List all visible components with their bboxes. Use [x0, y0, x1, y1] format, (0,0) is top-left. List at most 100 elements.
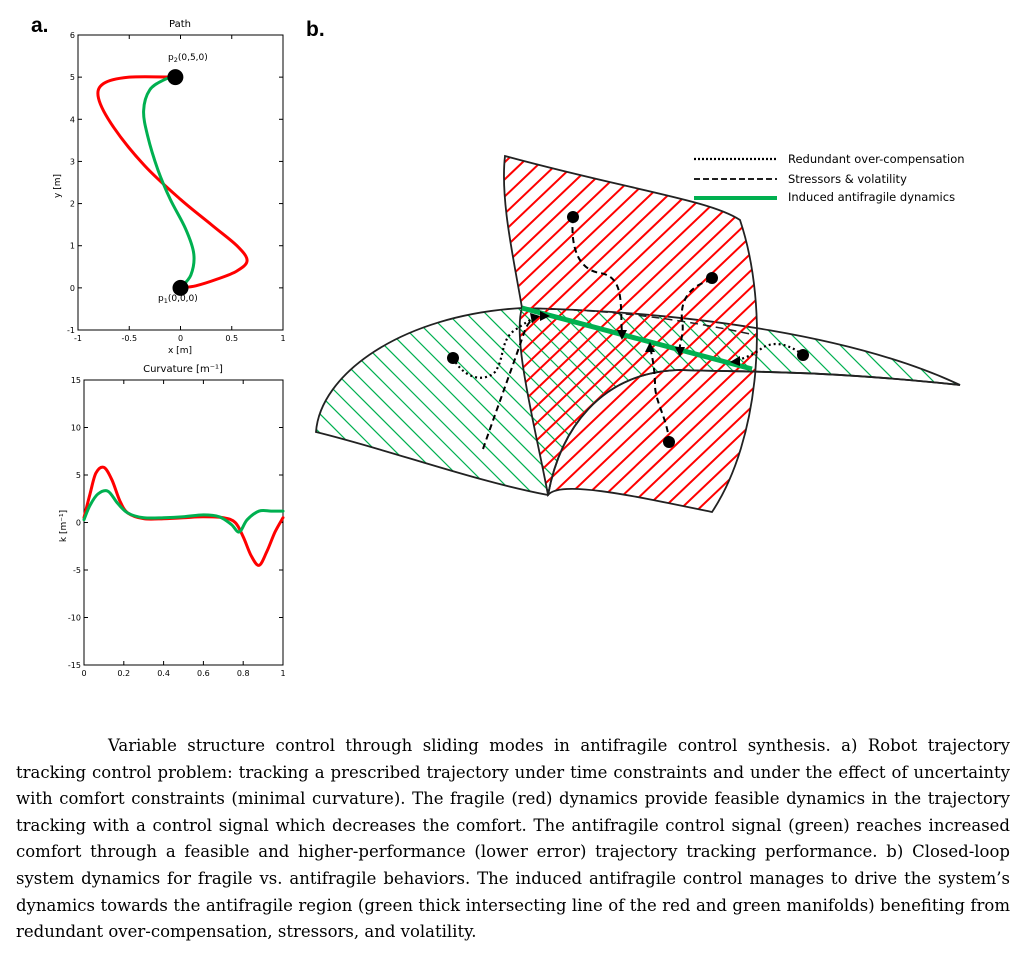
manifold-back-edge [521, 307, 756, 336]
path-x-tick-label: 0 [178, 334, 183, 343]
curvature-y-tick-label: 15 [71, 376, 81, 385]
state-point [706, 272, 718, 284]
curvature-x-tick-label: 1 [280, 669, 285, 678]
hatch-line [503, 156, 529, 512]
legend-label-overcompensation: Redundant over-compensation [788, 152, 965, 166]
path-series-line-red [96, 75, 249, 290]
hatch-line [316, 308, 465, 495]
green-manifold-front-edge [547, 369, 961, 496]
stressor-arrowhead-1 [617, 330, 627, 340]
antifragile-intersection-line [521, 305, 753, 372]
hatch-line [316, 308, 427, 495]
hatch-line [412, 308, 674, 495]
hatch-line [906, 308, 960, 495]
curvature-y-tick-label: 10 [71, 424, 81, 433]
curvature-chart: Curvature [m⁻¹] 0 0.2 0.4 0.6 0.8 1 -15 -10 -5 0 5… [59, 364, 286, 680]
hatch-line [503, 156, 745, 512]
hatch-line [659, 308, 921, 495]
hatch-line [811, 308, 960, 495]
hatch-line [593, 156, 757, 512]
path-x-tick-label: 1 [280, 334, 285, 343]
hatch-line [830, 308, 960, 495]
path-series-line-green [142, 75, 196, 290]
hatch-line [503, 156, 637, 512]
overcompensation-trajectory-1 [452, 317, 535, 379]
curvature-x-tick-label: 0 [81, 669, 86, 678]
hatch-line [868, 308, 960, 495]
hatch-line [316, 308, 560, 495]
curvature-x-tick-label: 0.4 [157, 669, 170, 678]
hatch-line [849, 308, 960, 495]
hatch-line [300, 260, 312, 520]
legend-label-stressors: Stressors & volatility [788, 172, 907, 186]
state-point [567, 211, 579, 223]
stressor-arrowhead-2 [675, 347, 685, 357]
waypoint-marker-p2 [167, 69, 184, 86]
curvature-chart-title: Curvature [m⁻¹] [143, 364, 223, 375]
path-y-axis-label: y [m] [53, 174, 63, 198]
hatch-line [983, 260, 1000, 520]
hatch-line [557, 156, 757, 512]
stressor-arrowhead-3 [645, 342, 655, 352]
stressor-trajectory-1 [571, 216, 623, 336]
hatch-line [503, 156, 757, 512]
hatch-line [300, 140, 456, 520]
hatch-line [503, 156, 757, 512]
curvature-x-tick-label: 0.6 [197, 669, 210, 678]
hatch-line [503, 156, 655, 512]
overcompensation-trajectory-2 [734, 342, 804, 363]
hatch-line [564, 308, 826, 495]
panel-b-label: b. [306, 18, 325, 41]
curvature-y-axis-label: k [m⁻¹] [59, 510, 69, 542]
hatch-line [503, 156, 757, 512]
hatch-line [300, 140, 474, 520]
hatch-line [925, 308, 960, 495]
hatch-line [316, 308, 389, 495]
panel-a-label: a. [31, 14, 49, 37]
hatch-line [575, 156, 757, 512]
path-y-tick-label: -1 [67, 326, 75, 335]
annotation-p1: p1(0,0,0) [158, 294, 198, 305]
state-point [663, 436, 675, 448]
legend-label-antifragile: Induced antifragile dynamics [788, 190, 955, 204]
hatch-line [773, 308, 960, 495]
figure-caption: Variable structure control through slidi… [16, 736, 1010, 942]
hatch-line [887, 308, 960, 495]
hatch-line [735, 308, 960, 495]
red-manifold [503, 154, 758, 514]
hatch-line [503, 156, 757, 512]
waypoint-marker-p1 [172, 279, 189, 296]
curvature-y-tick-label: -15 [68, 661, 81, 670]
curvature-y-tick-label: 0 [76, 519, 81, 528]
curvature-y-tick-label: -5 [73, 566, 81, 575]
path-y-tick-label: 2 [70, 200, 75, 209]
state-point [797, 349, 809, 361]
curvature-x-tick-label: 0.8 [237, 669, 250, 678]
hatch-line [317, 308, 579, 495]
overcompensation-arrowhead-1 [530, 313, 540, 323]
hatch-line [316, 308, 351, 495]
hatch-line [754, 308, 960, 495]
curvature-y-tick-label: -10 [68, 614, 81, 623]
hatch-line [503, 156, 727, 512]
path-y-tick-label: 3 [70, 157, 75, 166]
path-x-axis-label: x [m] [168, 346, 192, 356]
path-chart-title: Path [169, 19, 191, 30]
hatch-line [503, 156, 709, 512]
path-y-tick-label: 0 [70, 284, 75, 293]
hatch-line [503, 156, 691, 512]
path-x-tick-label: -1 [74, 334, 82, 343]
hatch-line [583, 308, 845, 495]
hatch-line [678, 308, 940, 495]
path-y-tick-label: 6 [70, 31, 75, 40]
hatch-line [300, 140, 420, 520]
overcompensation-arrowhead-2 [730, 356, 740, 366]
hatch-line [431, 308, 693, 495]
path-x-tick-label: -0.5 [121, 334, 137, 343]
hatch-line [316, 308, 332, 495]
hatch-line [629, 156, 757, 512]
annotation-p2: p2(0,5,0) [168, 53, 208, 64]
hatch-line [316, 308, 541, 495]
curvature-plot-frame [83, 379, 284, 666]
hatch-line [503, 156, 583, 512]
